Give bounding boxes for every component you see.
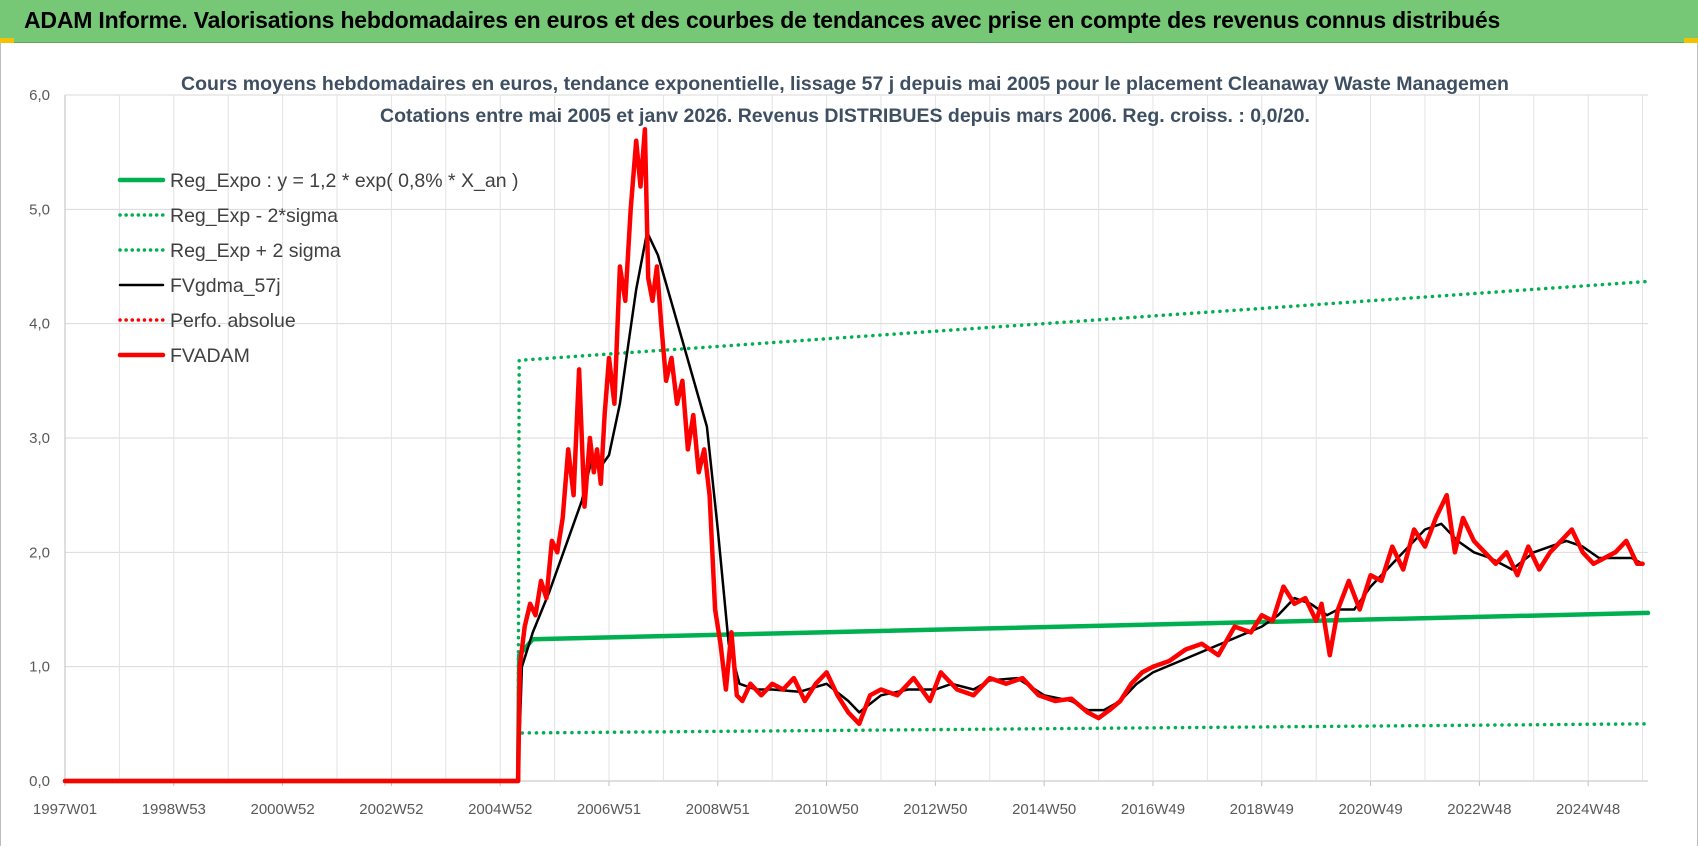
legend-label: Reg_Exp - 2*sigma (170, 205, 338, 227)
x-tick-label: 1998W53 (142, 801, 206, 818)
chart-subtitle: Cotations entre mai 2005 et janv 2026. R… (380, 105, 1310, 127)
gridlines (64, 94, 1648, 782)
y-tick-label: 5,0 (29, 201, 50, 218)
series-line-0 (62, 610, 1651, 784)
x-tick-label: 2004W52 (468, 801, 532, 818)
y-axis: 0,0 1,0 2,0 3,0 4,0 5,0 6,0 (29, 87, 50, 790)
y-tick-label: 0,0 (29, 773, 50, 790)
legend: Reg_Expo : y = 1,2 * exp( 0,8% * X_an ) R… (117, 170, 519, 367)
x-tick-label: 2020W49 (1338, 801, 1402, 818)
series-line-2 (63, 279, 1650, 783)
y-tick-label: 1,0 (29, 659, 50, 676)
series-line-3 (63, 230, 1644, 783)
banner-corner-right (1684, 38, 1698, 43)
x-tick-label: 2000W52 (250, 801, 314, 818)
legend-label: Perfo. absolue (170, 310, 296, 332)
x-tick-label: 2010W50 (794, 801, 858, 818)
x-tick-label: 2012W50 (903, 801, 967, 818)
x-tick-label: 2022W48 (1447, 801, 1511, 818)
series-lines (62, 127, 1651, 784)
banner-title: ADAM Informe. Valorisations hebdomadaire… (24, 7, 1501, 33)
chart-title: Cours moyens hebdomadaires en euros, ten… (181, 73, 1509, 95)
title-banner: ADAM Informe. Valorisations hebdomadaire… (0, 0, 1698, 43)
x-tick-label: 2008W51 (686, 801, 750, 818)
x-tick-label: 1997W01 (33, 801, 97, 818)
legend-label: FVADAM (170, 345, 250, 367)
x-tick-label: 2024W48 (1556, 801, 1620, 818)
y-tick-label: 6,0 (29, 87, 50, 104)
y-tick-label: 2,0 (29, 544, 50, 561)
x-axis: 1997W01 1998W53 2000W52 2002W52 2004W52 2006W… (33, 781, 1620, 818)
x-tick-label: 2016W49 (1121, 801, 1185, 818)
series-line-1 (63, 722, 1650, 783)
legend-label: FVgdma_57j (170, 275, 281, 297)
x-tick-label: 2006W51 (577, 801, 641, 818)
series-line-5 (62, 127, 1645, 784)
x-tick-label: 2018W49 (1230, 801, 1294, 818)
legend-label: Reg_Expo : y = 1,2 * exp( 0,8% * X_an ) (170, 170, 519, 192)
x-tick-label: 2002W52 (359, 801, 423, 818)
y-tick-label: 3,0 (29, 430, 50, 447)
x-tick-label: 2014W50 (1012, 801, 1076, 818)
legend-label: Reg_Exp + 2 sigma (170, 240, 341, 262)
y-tick-label: 4,0 (29, 316, 50, 333)
banner-corner-left (0, 38, 14, 43)
